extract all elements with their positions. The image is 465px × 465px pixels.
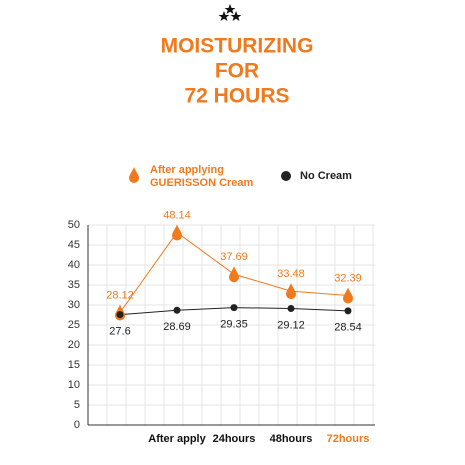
title: 72 HOURS <box>184 85 289 108</box>
y-tick-label: 25 <box>68 319 80 331</box>
legend-label: No Cream <box>300 170 352 182</box>
x-tick-label: 24hours <box>213 433 256 445</box>
data-label: 29.12 <box>277 319 305 331</box>
data-label: 28.54 <box>334 322 362 334</box>
y-tick-label: 10 <box>68 379 80 391</box>
point <box>229 266 239 283</box>
y-tick-label: 45 <box>68 239 80 251</box>
x-tick-label: 72hours <box>327 433 370 445</box>
data-label: 28.69 <box>163 321 191 333</box>
point <box>230 304 238 312</box>
point <box>173 306 181 314</box>
point <box>343 287 353 304</box>
data-label: 29.35 <box>220 319 248 331</box>
point <box>172 224 182 241</box>
y-tick-label: 40 <box>68 259 80 271</box>
point <box>287 305 295 313</box>
x-tick-label: After apply <box>148 433 206 445</box>
y-tick-label: 5 <box>74 399 80 411</box>
data-label: 48.14 <box>163 209 191 221</box>
legend-label: After applying GUERISSON Cream <box>150 164 254 189</box>
y-tick-label: 20 <box>68 339 80 351</box>
data-label: 28.12 <box>106 289 134 301</box>
point <box>116 311 124 319</box>
data-label: 27.6 <box>109 326 130 338</box>
legend-icon <box>129 167 139 183</box>
data-label: 32.39 <box>334 272 362 284</box>
y-tick-label: 30 <box>68 299 80 311</box>
title: FOR <box>215 60 259 83</box>
y-tick-label: 15 <box>68 359 80 371</box>
title: MOISTURIZING <box>161 35 314 58</box>
point <box>344 307 352 315</box>
point <box>286 283 296 300</box>
x-tick-label: 48hours <box>270 433 313 445</box>
legend-icon <box>281 171 291 181</box>
stars <box>218 4 242 21</box>
y-tick-label: 50 <box>68 219 80 231</box>
data-label: 37.69 <box>220 251 248 263</box>
data-label: 33.48 <box>277 268 305 280</box>
y-tick-label: 35 <box>68 279 80 291</box>
y-tick-label: 0 <box>74 419 80 431</box>
